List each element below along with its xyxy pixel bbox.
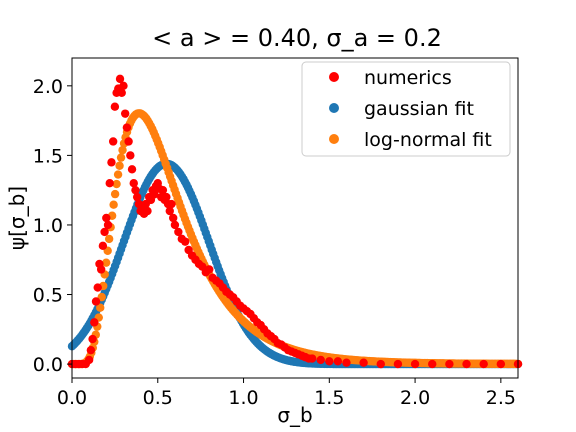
- plot-marks: [67, 74, 523, 369]
- log-normal-fit-point: [101, 258, 111, 267]
- numerics-point: [462, 359, 471, 369]
- x-axis-label: σ_b: [277, 403, 312, 427]
- numerics-point: [445, 359, 454, 369]
- numerics-point: [479, 359, 488, 369]
- numerics-point: [105, 179, 114, 188]
- y-axis-ticks: 0.0 0.5 1.0 1.5 2.0: [33, 76, 72, 376]
- numerics-point: [325, 357, 334, 366]
- log-normal-fit-point: [115, 161, 124, 170]
- log-normal-fit-point: [97, 292, 106, 302]
- numerics-point: [117, 88, 126, 97]
- numerics-point: [162, 192, 171, 202]
- numerics-point: [88, 334, 97, 344]
- x-tick-label: 1.5: [314, 387, 344, 409]
- numerics-point: [158, 185, 168, 195]
- numerics-point: [143, 206, 152, 216]
- numerics-point: [181, 237, 190, 246]
- log-normal-fit-point: [118, 145, 127, 155]
- numerics-point: [102, 213, 111, 223]
- numerics-point: [90, 318, 99, 327]
- numerics-point: [359, 358, 368, 367]
- numerics-point: [410, 359, 420, 369]
- numerics-point: [98, 241, 108, 251]
- numerics-point: [342, 358, 351, 367]
- numerics-point: [205, 265, 214, 274]
- log-normal-fit-point: [96, 303, 105, 312]
- legend-marker-gaussian-fit: [329, 103, 339, 113]
- numerics-point: [165, 206, 174, 216]
- y-tick-label: 0.5: [33, 285, 63, 307]
- x-tick-label: 1.0: [228, 387, 258, 409]
- numerics-point: [124, 137, 133, 146]
- y-tick-label: 1.5: [33, 145, 63, 167]
- x-tick-label: 0.0: [57, 387, 87, 409]
- numerics-point: [120, 109, 130, 118]
- numerics-point: [150, 190, 159, 199]
- log-normal-fit-point: [113, 170, 123, 179]
- numerics-point: [127, 165, 137, 174]
- numerics-point: [131, 185, 140, 195]
- x-tick-label: 2.5: [486, 387, 516, 409]
- numerics-point: [428, 359, 437, 369]
- numerics-point: [103, 220, 113, 230]
- x-axis-ticks: 0.0 0.5 1.0 1.5 2.0 2.5: [57, 378, 516, 409]
- numerics-point: [376, 359, 385, 369]
- x-tick-label: 0.5: [143, 387, 173, 409]
- numerics-point: [169, 213, 178, 223]
- numerics-point: [132, 192, 142, 202]
- numerics-point: [129, 179, 138, 188]
- legend-marker-numerics: [329, 72, 339, 82]
- numerics-point: [316, 355, 325, 365]
- numerics-point: [307, 354, 317, 363]
- numerics-point: [119, 81, 128, 91]
- y-tick-label: 1.0: [33, 215, 63, 237]
- y-tick-label: 2.0: [33, 76, 63, 98]
- numerics-point: [115, 74, 125, 84]
- y-axis-label: ψ[σ_b]: [5, 186, 29, 250]
- numerics-point: [110, 102, 120, 111]
- numerics-point: [122, 123, 132, 132]
- legend-label-log-normal-fit: log-normal fit: [364, 129, 492, 151]
- numerics-point: [91, 297, 101, 306]
- numerics-point: [174, 227, 183, 237]
- plot-area-frame: [71, 57, 519, 379]
- numerics-point: [107, 158, 116, 167]
- chart-title: < a > = 0.40, σ_a = 0.2: [152, 24, 442, 52]
- legend-label-gaussian-fit: gaussian fit: [364, 98, 474, 120]
- numerics-point: [108, 137, 118, 146]
- legend-marker-log-normal-fit: [329, 134, 339, 144]
- legend: numerics gaussian fit log-normal fit: [301, 61, 511, 157]
- numerics-point: [84, 355, 94, 365]
- numerics-point: [496, 359, 506, 369]
- legend-box: [301, 61, 511, 157]
- numerics-point: [126, 151, 135, 160]
- numerics-point: [170, 220, 180, 230]
- log-normal-fit-point: [104, 234, 114, 244]
- log-normal-fit-point: [109, 200, 118, 209]
- numerics-point: [96, 265, 106, 274]
- numerics-point: [100, 227, 109, 237]
- numerics-point: [93, 283, 102, 292]
- legend-label-numerics: numerics: [364, 67, 452, 89]
- numerics-point: [86, 345, 96, 355]
- numerics-point: [333, 357, 343, 366]
- y-tick-label: 0.0: [33, 354, 63, 376]
- numerics-point: [393, 359, 403, 369]
- numerics-point: [167, 199, 176, 209]
- log-normal-fit-point: [116, 153, 126, 162]
- x-tick-label: 2.0: [400, 387, 430, 409]
- log-normal-fit-point: [112, 179, 121, 189]
- log-normal-fit-point: [110, 189, 120, 199]
